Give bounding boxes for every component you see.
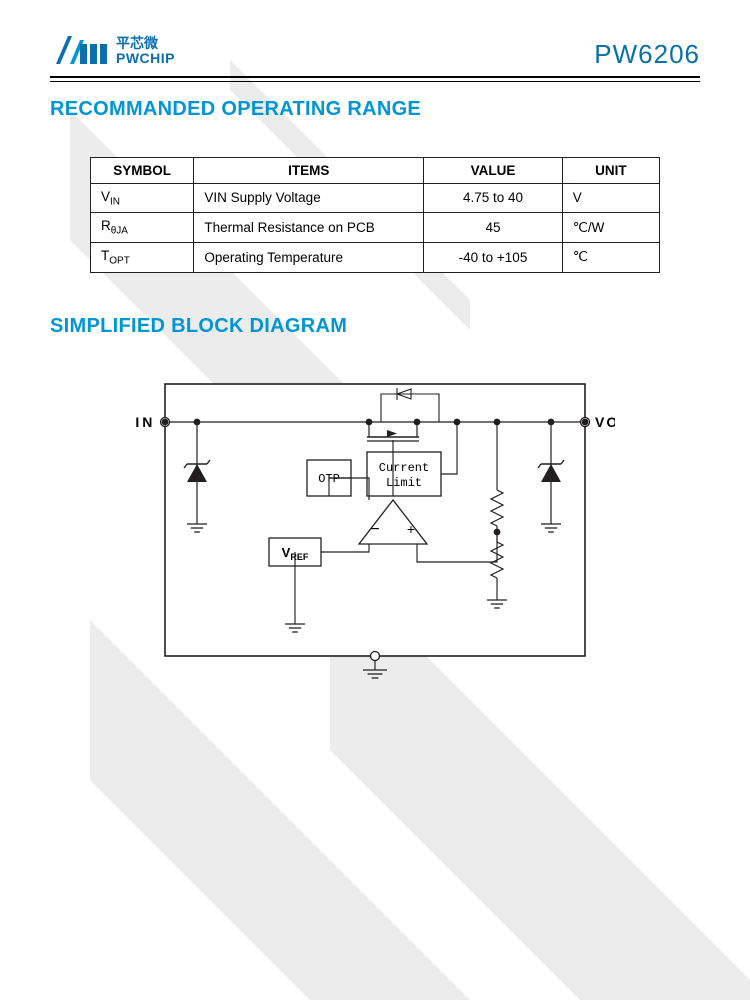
cell-item: Thermal Resistance on PCB xyxy=(194,213,424,243)
col-items: ITEMS xyxy=(194,157,424,183)
logo-text-en: PWCHIP xyxy=(116,51,175,66)
cell-symbol: RθJA xyxy=(91,213,194,243)
operating-range-table: SYMBOL ITEMS VALUE UNIT VINVIN Supply Vo… xyxy=(90,157,660,273)
cell-unit: ℃ xyxy=(562,242,659,272)
cell-unit: V xyxy=(562,183,659,213)
section-title-block-diagram: SIMPLIFIED BLOCK DIAGRAM xyxy=(50,315,700,338)
header-rule-thick xyxy=(50,76,700,78)
page-header: 平芯微 PWCHIP PW6206 xyxy=(50,30,700,72)
cell-unit: ℃/W xyxy=(562,213,659,243)
cell-value: -40 to +105 xyxy=(424,242,563,272)
block-diagram: VINVOUTOTPCurrentLimitVREF−+ xyxy=(135,374,615,699)
svg-text:VOUT: VOUT xyxy=(595,414,615,430)
header-rule-thin xyxy=(50,81,700,82)
cell-symbol: VIN xyxy=(91,183,194,213)
cell-symbol: TOPT xyxy=(91,242,194,272)
cell-item: VIN Supply Voltage xyxy=(194,183,424,213)
section-title-op-range: RECOMMANDED OPERATING RANGE xyxy=(50,98,700,121)
cell-value: 45 xyxy=(424,213,563,243)
cell-item: Operating Temperature xyxy=(194,242,424,272)
table-header-row: SYMBOL ITEMS VALUE UNIT xyxy=(91,157,660,183)
col-unit: UNIT xyxy=(562,157,659,183)
part-number: PW6206 xyxy=(594,39,700,72)
col-symbol: SYMBOL xyxy=(91,157,194,183)
svg-text:+: + xyxy=(407,521,415,537)
col-value: VALUE xyxy=(424,157,563,183)
cell-value: 4.75 to 40 xyxy=(424,183,563,213)
table-row: VINVIN Supply Voltage4.75 to 40V xyxy=(91,183,660,213)
block-diagram-svg: VINVOUTOTPCurrentLimitVREF−+ xyxy=(135,374,615,694)
svg-text:Current: Current xyxy=(379,461,429,475)
table-row: RθJAThermal Resistance on PCB45℃/W xyxy=(91,213,660,243)
svg-text:Limit: Limit xyxy=(386,476,422,490)
svg-text:−: − xyxy=(370,521,379,538)
logo-text-cn: 平芯微 xyxy=(116,36,175,51)
table-row: TOPTOperating Temperature-40 to +105℃ xyxy=(91,242,660,272)
logo: 平芯微 PWCHIP xyxy=(50,30,175,72)
logo-icon xyxy=(50,30,110,72)
svg-text:VIN: VIN xyxy=(135,414,155,430)
